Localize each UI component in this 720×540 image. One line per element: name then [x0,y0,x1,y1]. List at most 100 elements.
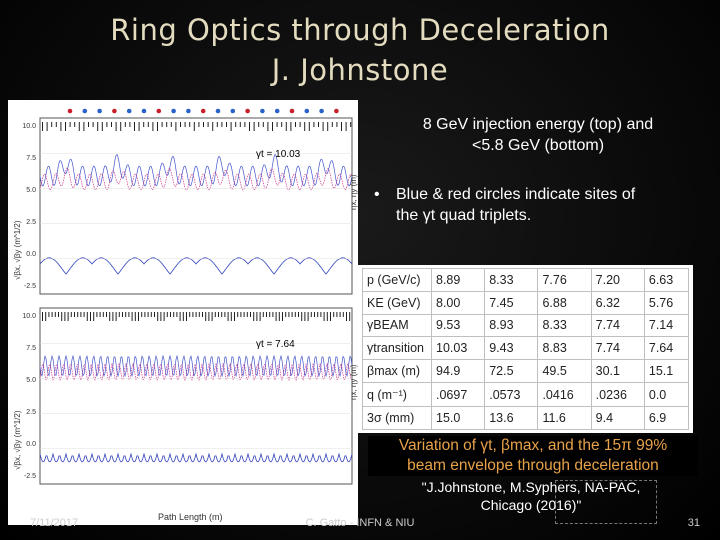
lattice-element-mark [345,122,347,131]
lattice-element-mark [163,312,165,321]
lattice-element-mark [80,312,82,317]
reference-dashed-box [555,480,657,524]
lower-gamma-t-label: γt = 7.64 [256,339,295,350]
lattice-element-mark [150,312,152,317]
lattice-element-mark [221,122,223,127]
lattice-element-mark [144,312,146,317]
energy-caption-line-2: <5.8 GeV (bottom) [471,137,605,154]
lattice-element-mark [182,312,184,321]
lattice-element-mark [99,312,101,317]
lattice-element-mark [134,122,135,131]
lattice-element-mark [120,122,122,131]
blue-quad-marker [82,108,88,114]
lattice-element-mark [326,312,328,321]
table-cell: 72.5 [484,359,539,383]
table-cell: .0697 [430,381,486,408]
gamma-t-quad-markers [67,108,339,114]
lattice-element-mark [180,122,181,127]
lattice-element-mark [216,122,218,127]
quad-triplet-bullet: • Blue & red circles indicate sites of t… [374,184,696,226]
lattice-plots-svg: 10.0 7.5 5.0 2.5 0.0 -2.5 10.0 7.5 5.0 2.5 0.0 -2.5… [13,108,358,522]
lattice-element-mark [60,122,62,131]
lattice-element-mark [244,122,246,127]
blue-quad-marker [215,108,221,114]
lattice-element-mark [83,122,85,131]
footer-author: C. Gatto - INFN & NIU [305,517,415,529]
lattice-element-mark [262,122,264,127]
lattice-element-mark [230,122,232,131]
lower-plot-curves [39,342,353,463]
lattice-element-mark [143,122,145,127]
lattice-element-mark [42,122,43,131]
lattice-element-mark [314,312,315,317]
blue-quad-marker [274,108,280,114]
lattice-element-mark [272,122,273,131]
lattice-element-mark [249,122,250,131]
lattice-element-mark [267,122,269,131]
lattice-element-mark [46,122,48,131]
table-cell: 8.83 [537,336,592,361]
y-tick-label: 7.5 [26,345,36,352]
blue-quad-marker [171,108,176,114]
upper-lattice-elements [42,122,352,131]
lattice-element-mark [176,312,178,317]
table-cell: 8.93 [484,313,539,338]
lattice-element-mark [301,312,303,321]
energy-caption: 8 GeV injection energy (top) and <5.8 Ge… [368,114,708,156]
lattice-element-mark [61,312,63,321]
table-row-label: γBEAM [362,313,432,338]
table-row: KE (GeV) 8.00 7.45 6.88 6.32 5.76 [362,290,690,315]
blue-quad-marker [319,108,324,114]
lattice-element-mark [157,122,158,131]
lattice-element-mark [281,122,283,127]
table-cell: 30.1 [590,359,645,383]
lattice-element-mark [161,122,163,127]
lattice-element-mark [262,312,264,317]
lattice-element-mark [330,312,331,321]
variation-line-1: Variation of γt, βmax, and the 15π 99% [398,437,668,454]
table-row-label: γtransition [362,336,432,361]
lattice-element-mark [346,312,347,321]
lattice-element-mark [320,312,322,317]
lattice-element-mark [102,312,104,317]
lattice-element-mark [147,122,149,127]
lattice-element-mark [304,122,306,131]
lattice-element-mark [331,122,333,127]
table-cell: 5.76 [643,290,690,315]
lattice-element-mark [152,122,154,131]
lattice-element-mark [278,312,280,321]
lattice-element-mark [111,122,112,127]
lattice-element-mark [308,122,310,131]
lattice-element-mark [350,122,352,127]
table-cell: 6.9 [643,406,690,430]
table-cell: 8.33 [484,268,539,292]
table-cell: 6.88 [537,290,592,315]
table-row-label: q (m⁻¹) [362,381,432,408]
lattice-element-mark [243,312,245,317]
red-quad-marker [200,108,206,114]
lattice-element-mark [115,312,117,321]
table-cell: 7.45 [484,290,539,315]
blue-quad-marker [141,108,147,114]
table-cell: 8.33 [537,313,592,338]
table-row-label: βmax (m) [362,359,432,383]
lattice-element-mark [294,312,296,317]
lattice-element-mark [192,312,194,317]
lattice-element-mark [342,312,344,317]
lattice-element-mark [189,312,191,317]
table-row: βmax (m) 94.9 72.5 49.5 30.1 15.1 [362,359,690,383]
red-quad-marker [112,108,117,114]
table-cell: 6.63 [643,268,690,292]
beta-y-curve [39,167,353,191]
table-cell: 13.6 [484,406,539,430]
lattice-element-mark [138,312,139,321]
lattice-element-mark [124,122,126,127]
y-tick-label: -2.5 [24,473,36,480]
lattice-element-mark [173,312,175,317]
reference-line-2: Chicago (2016)" [480,497,582,513]
lattice-element-mark [203,122,204,127]
lattice-element-mark [157,312,159,321]
y-tick-label: 7.5 [26,155,36,162]
blue-quad-marker [97,108,102,114]
lattice-element-mark [214,312,216,317]
